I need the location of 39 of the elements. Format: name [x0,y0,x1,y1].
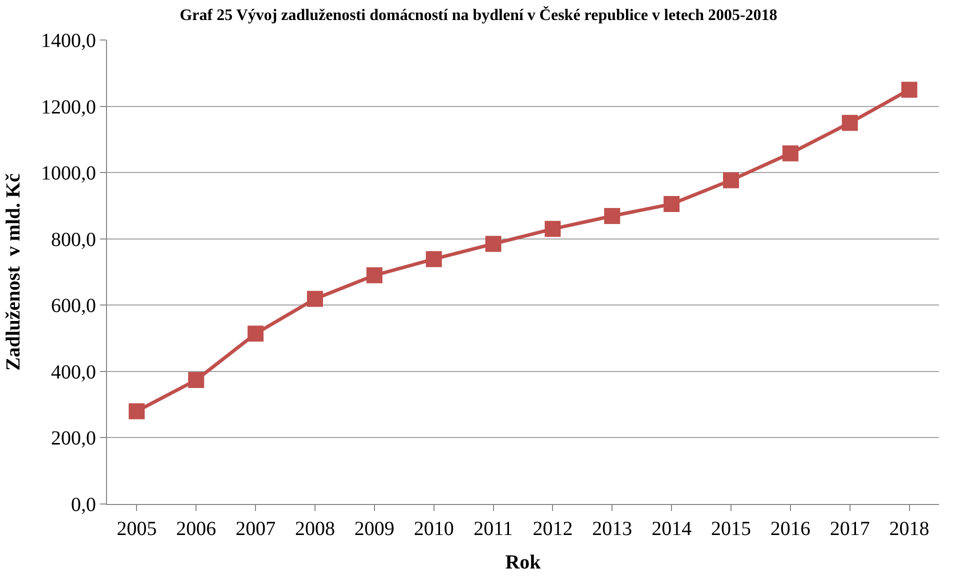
point [604,208,620,224]
x-tick-label: 2013 [592,518,632,540]
x-tick-label: 2010 [414,518,454,540]
point [664,196,680,212]
point [188,372,204,388]
point [782,145,798,162]
y-tick-label: 800,0 [51,228,96,251]
point [842,114,858,131]
y-tick-label: 1400,0 [41,30,96,52]
x-tick-label: 2018 [889,518,930,540]
y-axis-title: Zadluženost v mld. Kč [2,173,24,371]
y-tick-label: 1000,0 [41,162,96,185]
x-tick-label: 2006 [176,518,216,540]
y-tick-label: 200,0 [51,428,96,450]
point [901,82,918,98]
chart-title: Graf 25 Vývoj zadluženosti domácností na bydlení v České republice v letech 2005-2018 [180,6,778,24]
y-tick-label: 0,0 [71,494,96,516]
x-tick-label: 2007 [236,518,276,540]
y-tick-label: 1200,0 [41,96,96,118]
x-tick-label: 2017 [830,518,870,540]
point [426,251,442,268]
point [723,172,739,188]
point [128,403,145,420]
point [248,326,264,342]
point [307,290,323,307]
point [544,220,561,237]
x-tick-label: 2015 [711,518,751,540]
x-tick-label: 2008 [295,518,335,540]
x-tick-label: 2005 [116,518,157,540]
x-tick-label: 2011 [474,518,513,540]
x-tick-label: 2009 [354,518,394,540]
x-tick-label: 2014 [652,518,692,540]
x-tick-label: 2016 [770,518,810,540]
point [485,236,502,252]
x-axis-title: Rok [505,552,542,574]
y-tick-label: 600,0 [51,295,96,318]
y-tick-label: 400,0 [51,361,96,384]
x-tick-label: 2012 [532,518,573,540]
point [366,267,382,284]
